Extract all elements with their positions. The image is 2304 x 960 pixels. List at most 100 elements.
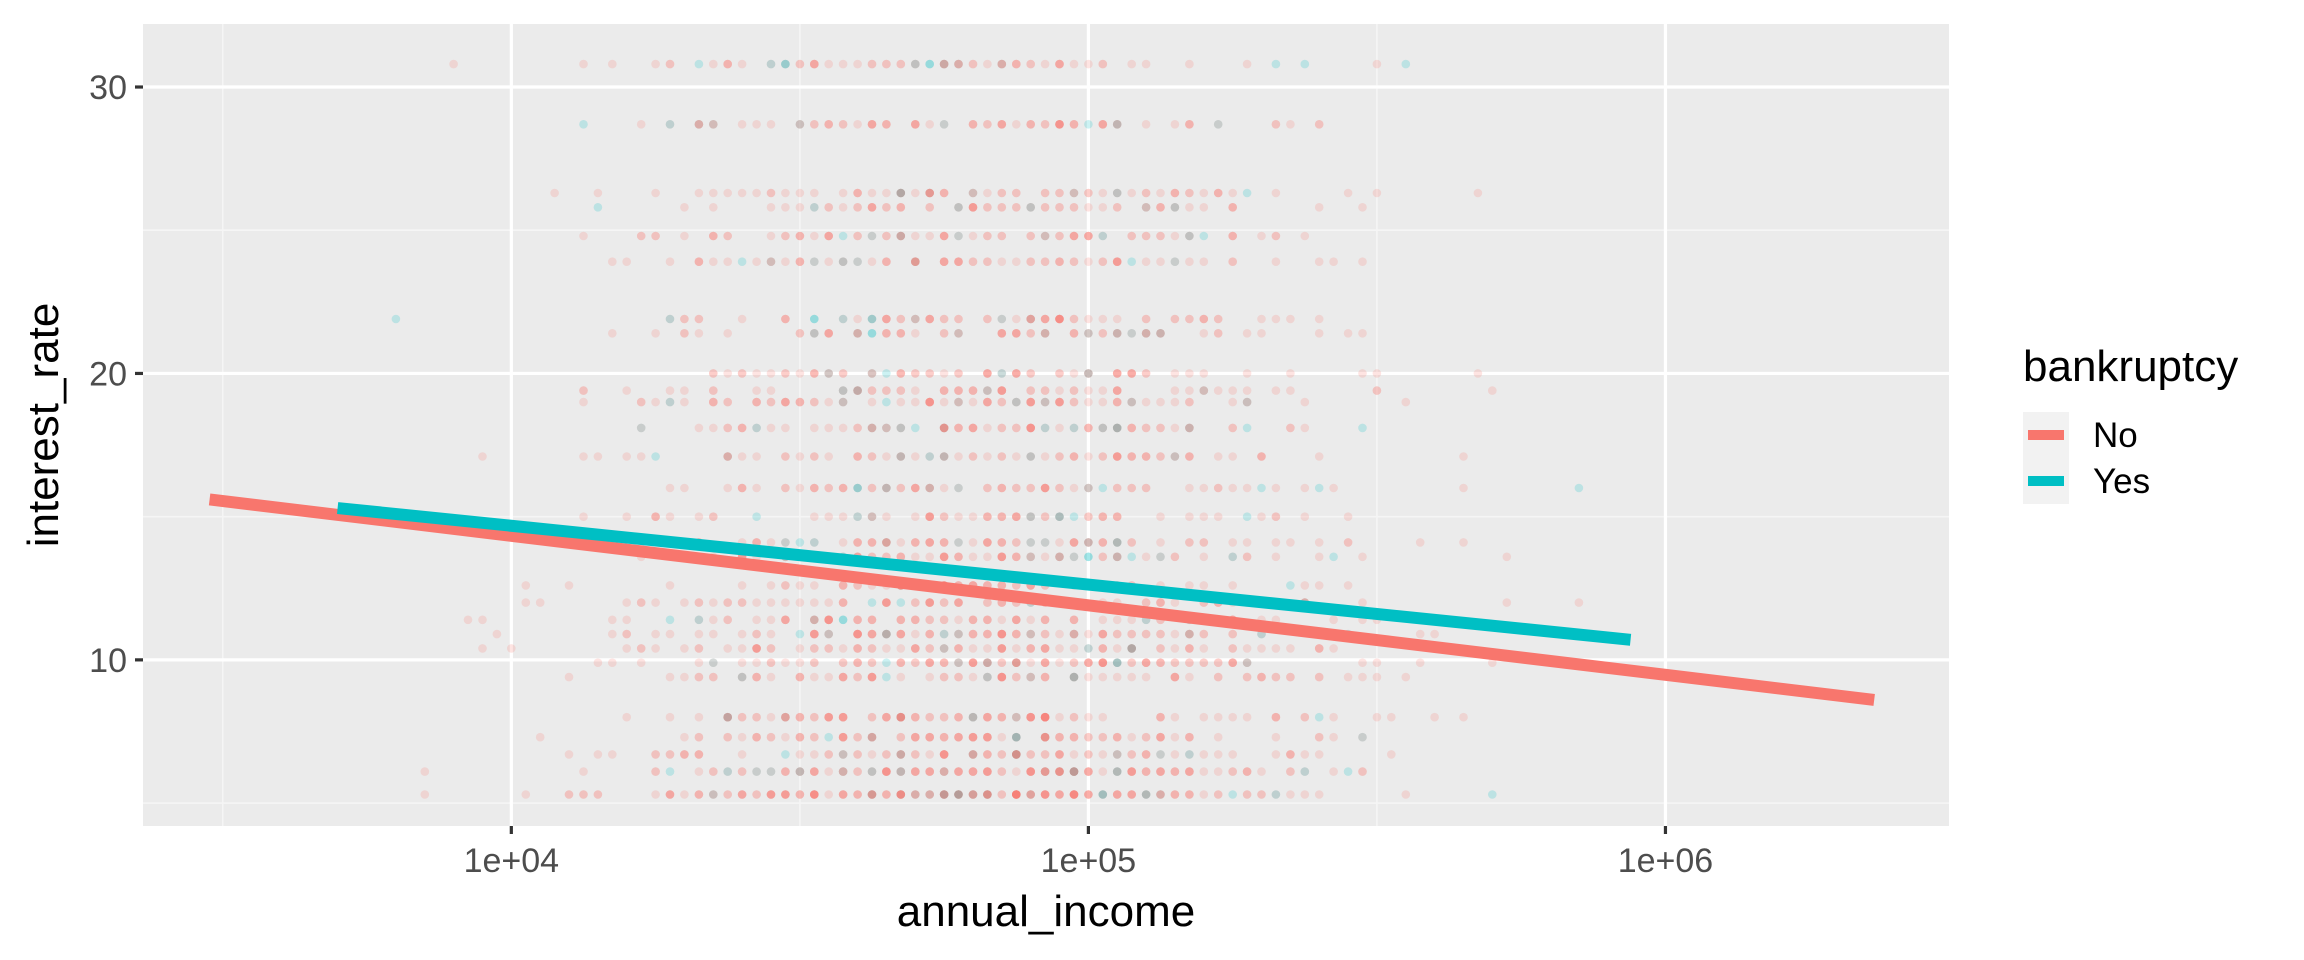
data-point-no bbox=[983, 512, 992, 521]
data-point-no bbox=[1055, 314, 1064, 324]
data-point-no bbox=[1040, 483, 1050, 493]
data-point-no bbox=[622, 712, 631, 722]
data-point-no bbox=[983, 120, 992, 129]
data-point-no bbox=[1055, 750, 1064, 759]
data-point-no bbox=[896, 658, 906, 667]
data-point-no bbox=[1040, 483, 1050, 493]
data-point-yes bbox=[867, 369, 877, 378]
data-point-yes bbox=[939, 790, 949, 799]
data-point-no bbox=[1314, 672, 1324, 682]
data-point-no bbox=[1199, 552, 1209, 562]
data-point-no bbox=[1040, 790, 1050, 799]
data-point-no bbox=[1141, 329, 1151, 338]
data-point-no bbox=[954, 732, 963, 742]
data-point-no bbox=[1055, 203, 1064, 212]
data-point-no bbox=[983, 629, 992, 639]
data-point-no bbox=[954, 483, 963, 493]
data-point-no bbox=[1156, 629, 1165, 639]
data-point-no bbox=[1314, 790, 1324, 799]
data-point-no bbox=[896, 767, 906, 776]
data-point-no bbox=[954, 423, 963, 433]
data-point-no bbox=[1040, 672, 1050, 682]
data-point-no bbox=[911, 120, 920, 129]
data-point-yes bbox=[709, 790, 718, 799]
data-point-no bbox=[665, 629, 675, 639]
data-point-no bbox=[1084, 658, 1093, 667]
data-point-no bbox=[709, 231, 718, 241]
data-point-yes bbox=[867, 790, 877, 799]
data-point-no bbox=[1170, 672, 1180, 682]
data-point-no bbox=[997, 329, 1007, 338]
data-point-no bbox=[1098, 423, 1108, 433]
data-point-no bbox=[1141, 397, 1151, 407]
data-point-no bbox=[1026, 423, 1035, 433]
data-point-no bbox=[810, 59, 819, 69]
data-point-no bbox=[1271, 732, 1281, 742]
data-point-no bbox=[680, 672, 689, 682]
data-point-no bbox=[1112, 790, 1122, 799]
data-point-no bbox=[1185, 423, 1194, 433]
data-point-no bbox=[1502, 598, 1512, 607]
data-point-no bbox=[665, 672, 675, 682]
data-point-no bbox=[1343, 329, 1353, 338]
data-point-no bbox=[853, 314, 862, 324]
data-point-no bbox=[939, 538, 949, 547]
data-point-no bbox=[1098, 658, 1108, 667]
data-point-no bbox=[521, 598, 531, 607]
data-point-no bbox=[939, 59, 949, 69]
data-point-no bbox=[723, 644, 732, 653]
data-point-no bbox=[752, 257, 761, 267]
data-point-no bbox=[867, 452, 877, 461]
data-point-no bbox=[911, 257, 920, 267]
data-point-no bbox=[1084, 538, 1093, 547]
data-point-no bbox=[867, 672, 877, 682]
data-point-no bbox=[1271, 644, 1281, 653]
data-point-no bbox=[737, 672, 747, 682]
data-point-no bbox=[1156, 188, 1165, 198]
data-point-no bbox=[968, 767, 978, 776]
data-point-no bbox=[723, 712, 732, 722]
data-point-no bbox=[838, 581, 848, 590]
data-point-no bbox=[680, 314, 689, 324]
data-point-no bbox=[1012, 512, 1021, 521]
data-point-no bbox=[824, 629, 833, 639]
data-point-no bbox=[1098, 120, 1108, 129]
data-point-no bbox=[1040, 397, 1050, 407]
data-point-yes bbox=[1228, 552, 1237, 562]
data-point-no bbox=[766, 397, 776, 407]
data-point-no bbox=[1098, 767, 1108, 776]
data-point-no bbox=[968, 658, 978, 667]
data-point-no bbox=[1170, 257, 1180, 267]
data-point-no bbox=[838, 512, 848, 521]
data-point-no bbox=[968, 538, 978, 547]
data-point-no bbox=[1156, 598, 1165, 607]
data-point-no bbox=[838, 120, 848, 129]
data-point-no bbox=[1329, 712, 1338, 722]
data-point-no bbox=[665, 314, 675, 324]
data-point-no bbox=[766, 790, 776, 799]
data-point-no bbox=[838, 369, 848, 378]
data-point-no bbox=[694, 767, 704, 776]
data-point-no bbox=[1112, 483, 1122, 493]
data-point-no bbox=[925, 483, 934, 493]
data-point-no bbox=[1213, 483, 1223, 493]
data-point-no bbox=[838, 732, 848, 742]
data-point-no bbox=[1141, 231, 1151, 241]
data-point-no bbox=[1112, 329, 1122, 338]
data-point-no bbox=[882, 188, 891, 198]
data-point-yes bbox=[766, 767, 776, 776]
data-point-no bbox=[1069, 732, 1079, 742]
data-point-no bbox=[1242, 658, 1252, 667]
data-point-no bbox=[896, 644, 906, 653]
data-point-no bbox=[1026, 369, 1035, 378]
data-point-no bbox=[1026, 790, 1035, 799]
data-point-no bbox=[766, 712, 776, 722]
data-point-yes bbox=[838, 750, 848, 759]
data-point-no bbox=[1300, 231, 1310, 241]
data-point-no bbox=[521, 581, 531, 590]
data-point-no bbox=[838, 314, 848, 324]
data-point-no bbox=[636, 120, 646, 129]
data-point-no bbox=[824, 329, 833, 338]
data-point-no bbox=[752, 790, 761, 799]
data-point-no bbox=[1012, 397, 1021, 407]
